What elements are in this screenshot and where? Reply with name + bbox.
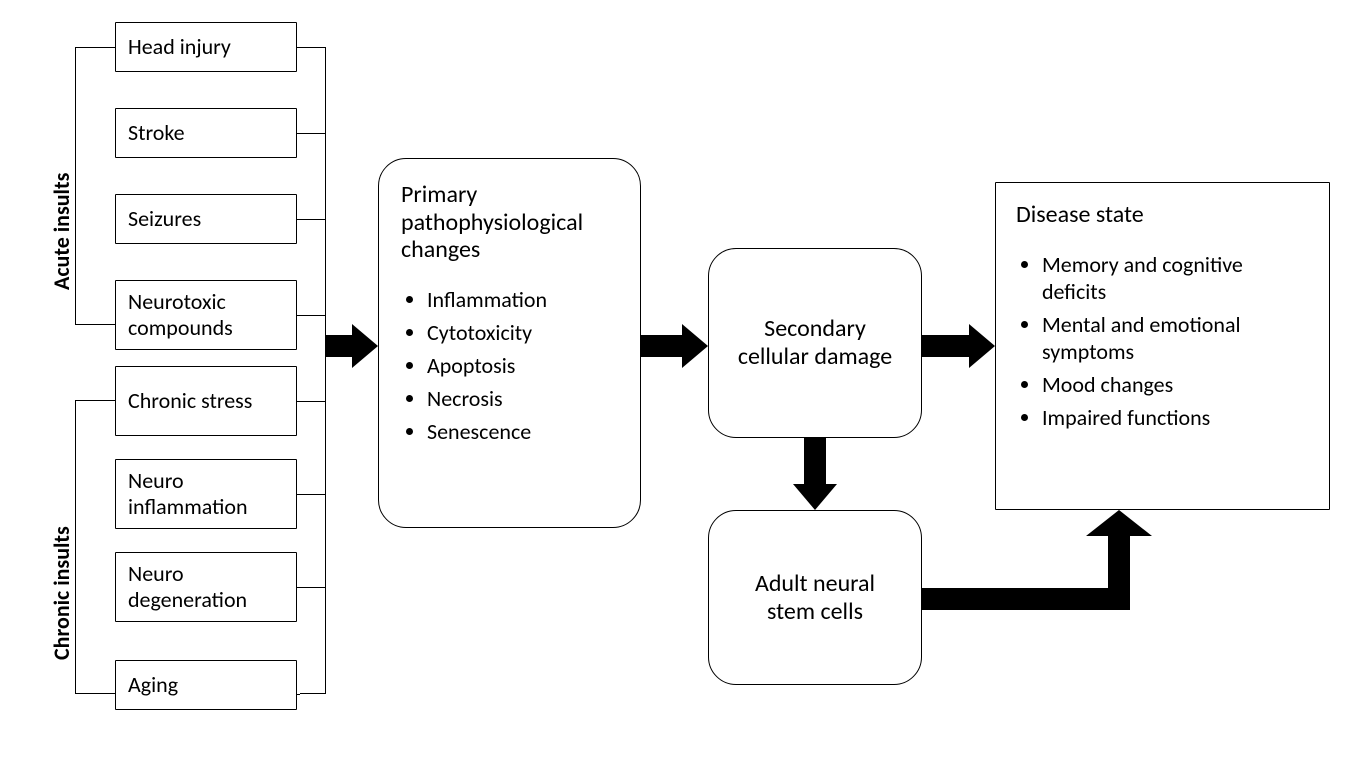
insult-label: Neuro degeneration <box>128 561 284 614</box>
insult-neurotoxic: Neurotoxic compounds <box>115 280 297 350</box>
stemcells-title: Adult neural stem cells <box>731 570 899 625</box>
secondary-title: Secondary cellular damage <box>731 315 899 370</box>
insult-stroke: Stroke <box>115 108 297 158</box>
primary-item: Inflammation <box>427 286 547 313</box>
tick <box>297 315 326 316</box>
primary-item: Cytotoxicity <box>427 319 547 346</box>
arrow-primary-to-secondary <box>641 324 708 368</box>
box-primary-changes: Primary pathophysiological changes Infla… <box>378 158 641 528</box>
tick <box>297 133 326 134</box>
insult-label: Neuro inflammation <box>128 468 284 521</box>
insult-label: Chronic stress <box>128 388 252 414</box>
diagram-stage: Acute insults Chronic insults Head injur… <box>0 0 1360 765</box>
primary-bullets: Inflammation Cytotoxicity Apoptosis Necr… <box>401 280 547 451</box>
insult-neurodegeneration: Neuro degeneration <box>115 552 297 622</box>
label-acute-insults: Acute insults <box>48 173 75 290</box>
tick <box>297 494 326 495</box>
primary-item: Senescence <box>427 418 547 445</box>
primary-item: Apoptosis <box>427 352 547 379</box>
primary-item: Necrosis <box>427 385 547 412</box>
insult-seizures: Seizures <box>115 194 297 244</box>
tick <box>297 401 326 402</box>
insult-neuroinflammation: Neuro inflammation <box>115 459 297 529</box>
box-stem-cells: Adult neural stem cells <box>708 510 922 685</box>
disease-item: Memory and cognitive deficits <box>1042 251 1309 305</box>
bracket-acute-left <box>75 47 115 325</box>
tick <box>297 47 300 48</box>
arrow-secondary-to-stemcells <box>793 438 837 510</box>
disease-item: Mood changes <box>1042 371 1309 398</box>
disease-item: Mental and emotional symptoms <box>1042 311 1309 365</box>
primary-title: Primary pathophysiological changes <box>401 181 618 264</box>
insult-label: Neurotoxic compounds <box>128 289 284 342</box>
disease-item: Impaired functions <box>1042 404 1309 431</box>
tick <box>297 219 326 220</box>
tick <box>297 587 326 588</box>
insult-label: Head injury <box>128 34 231 60</box>
insult-aging: Aging <box>115 660 297 710</box>
bracket-chronic-left <box>75 400 115 694</box>
box-disease-state: Disease state Memory and cognitive defic… <box>995 182 1330 510</box>
insult-label: Seizures <box>128 206 201 232</box>
insult-chronic-stress: Chronic stress <box>115 366 297 436</box>
arrow-insults-to-primary <box>326 324 378 368</box>
disease-title: Disease state <box>1016 201 1144 229</box>
insult-label: Stroke <box>128 120 185 146</box>
box-secondary-damage: Secondary cellular damage <box>708 248 922 438</box>
label-chronic-insults: Chronic insults <box>48 526 75 660</box>
tick <box>297 694 300 695</box>
insult-label: Aging <box>128 672 178 698</box>
arrow-secondary-to-disease <box>922 324 995 368</box>
bracket-all-right <box>300 47 326 694</box>
arrow-stemcells-to-disease <box>922 510 1152 622</box>
insult-head-injury: Head injury <box>115 22 297 72</box>
disease-bullets: Memory and cognitive deficits Mental and… <box>1016 245 1309 437</box>
